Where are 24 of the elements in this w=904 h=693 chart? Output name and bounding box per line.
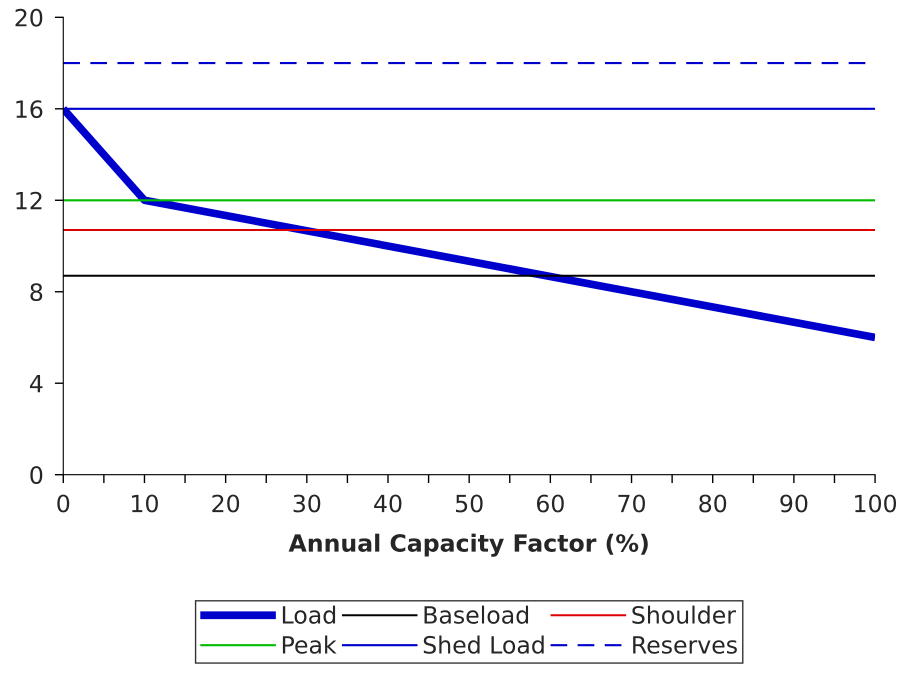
x-tick-label: 30 [294,494,320,512]
y-tick-label: 8 [30,283,42,302]
y-tick-label: 0 [30,466,42,484]
y-tick-label: 4 [30,374,43,392]
x-tick-label: 70 [618,494,645,512]
legend-label: Shed Load [424,636,544,654]
x-axis-title: Annual Capacity Factor (%) [288,534,648,557]
legend-label: Shoulder [632,606,736,624]
legend-label: Baseload [424,606,528,624]
legend-label: Reserves [633,636,737,654]
x-tick-label: 40 [374,494,402,512]
x-tick-label: 0 [57,494,70,512]
x-tick-label: 60 [536,494,564,512]
x-tick-label: 80 [699,494,726,512]
x-tick-label: 90 [780,494,808,512]
legend-label: Load [282,606,336,624]
y-tick-label: 20 [16,8,42,27]
x-tick-label: 10 [132,494,158,512]
y-tick-label: 16 [16,100,42,118]
x-tick-label: 20 [212,494,240,512]
x-tick-label: 50 [456,494,483,512]
x-tick-label: 100 [855,494,896,512]
legend-label: Peak [282,636,337,654]
y-tick-label: 12 [16,192,42,210]
